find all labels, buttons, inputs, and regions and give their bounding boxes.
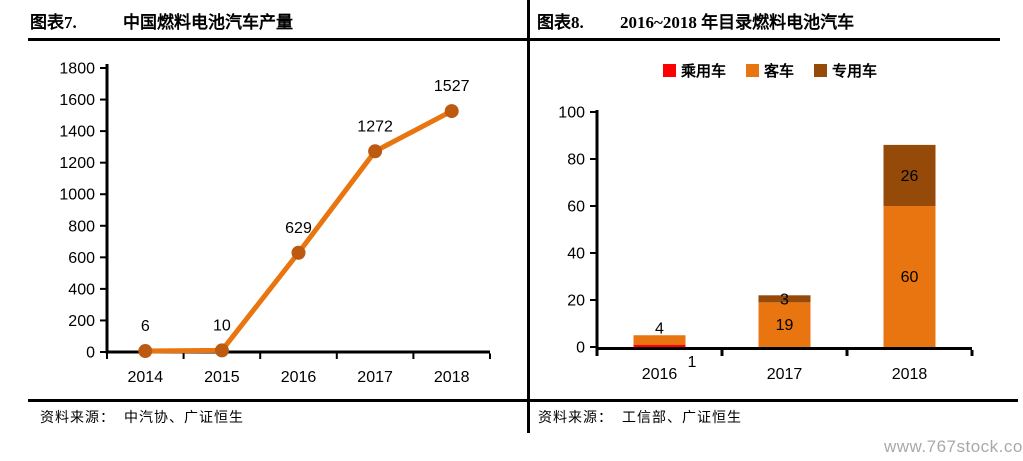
- legend-swatch-icon: [745, 64, 759, 77]
- data-point-label: 629: [285, 220, 312, 237]
- left-y-tick-label: 1400: [59, 124, 95, 141]
- right-source-note: 资料来源： 工信部、广证恒生: [538, 407, 742, 427]
- bar-segment-label: 3: [780, 291, 789, 308]
- bar-segment-label: 19: [776, 317, 794, 334]
- left-y-tick-label: 400: [68, 281, 95, 298]
- left-x-category-label: 2017: [357, 369, 393, 386]
- left-x-category-label: 2018: [434, 369, 470, 386]
- right-y-tick-label: 20: [567, 293, 585, 310]
- left-source-prefix: 资料来源：: [40, 411, 115, 426]
- data-point-marker: [444, 104, 459, 119]
- left-y-tick-label: 1800: [59, 61, 95, 78]
- left-y-tick-label: 800: [68, 218, 95, 235]
- bar-segment-label: 4: [655, 320, 664, 337]
- data-point-label: 1527: [434, 78, 470, 95]
- watermark-text: www.767stock.com: [884, 437, 1023, 456]
- right-y-tick-label: 80: [567, 152, 585, 169]
- right-source-text: 工信部、广证恒生: [622, 411, 742, 426]
- right-y-tick-label: 40: [567, 246, 585, 263]
- legend-label: 乘用车: [680, 64, 726, 80]
- right-x-category-label: 2016: [642, 366, 678, 383]
- bar-segment: [633, 335, 686, 345]
- left-y-tick-label: 1600: [59, 92, 95, 109]
- right-chart-title: 2016~2018 年目录燃料电池汽车: [620, 13, 855, 32]
- data-point-label: 10: [213, 317, 231, 334]
- left-x-category-label: 2016: [281, 369, 317, 386]
- bar-segment: [758, 295, 811, 303]
- data-point-marker: [368, 144, 383, 159]
- legend-swatch-icon: [662, 64, 676, 77]
- panel-divider: [527, 0, 530, 433]
- right-y-tick-label: 0: [576, 340, 585, 357]
- bar-segment-label: 1: [688, 354, 697, 371]
- left-y-tick-label: 600: [68, 250, 95, 267]
- left-source-rule: [28, 399, 530, 402]
- right-source-prefix: 资料来源：: [538, 411, 613, 426]
- bar-segment: [633, 344, 686, 347]
- data-point-marker: [291, 245, 306, 260]
- bar-segment: [883, 206, 936, 347]
- legend-item: 乘用车: [662, 60, 726, 81]
- right-title-rule: [530, 38, 1000, 41]
- left-source-text: 中汽协、广证恒生: [124, 411, 244, 426]
- right-x-category-label: 2017: [767, 366, 803, 383]
- bar-segment: [758, 302, 811, 347]
- left-y-tick-label: 200: [68, 313, 95, 330]
- data-point-label: 6: [141, 318, 150, 335]
- right-y-tick-label: 100: [558, 105, 585, 122]
- bar-chart-legend: 乘用车 客车 专用车: [540, 60, 1000, 81]
- bar-segment: [883, 144, 936, 206]
- legend-item: 专用车: [814, 60, 877, 81]
- left-source-note: 资料来源： 中汽协、广证恒生: [40, 407, 244, 427]
- right-figure-label: 图表8.: [537, 13, 584, 32]
- left-x-category-label: 2015: [204, 369, 240, 386]
- data-point-marker: [138, 344, 153, 359]
- legend-label: 专用车: [832, 64, 878, 80]
- left-title-rule: [28, 38, 527, 41]
- left-x-category-label: 2014: [128, 369, 164, 386]
- right-y-tick-label: 60: [567, 199, 585, 216]
- bar-segment-label: 26: [901, 168, 919, 185]
- left-y-tick-label: 0: [86, 345, 95, 362]
- right-x-category-label: 2018: [892, 366, 928, 383]
- left-y-tick-label: 1200: [59, 155, 95, 172]
- left-y-tick-label: 1000: [59, 187, 95, 204]
- right-source-rule: [530, 399, 1018, 402]
- data-point-label: 1272: [357, 118, 393, 135]
- left-figure-label: 图表7.: [30, 13, 77, 32]
- bar-segment-label: 60: [901, 269, 919, 286]
- data-point-marker: [214, 343, 229, 358]
- legend-item: 客车: [745, 60, 794, 81]
- left-chart-title: 中国燃料电池汽车产量: [123, 13, 293, 32]
- legend-label: 客车: [763, 64, 794, 80]
- legend-swatch-icon: [814, 64, 827, 77]
